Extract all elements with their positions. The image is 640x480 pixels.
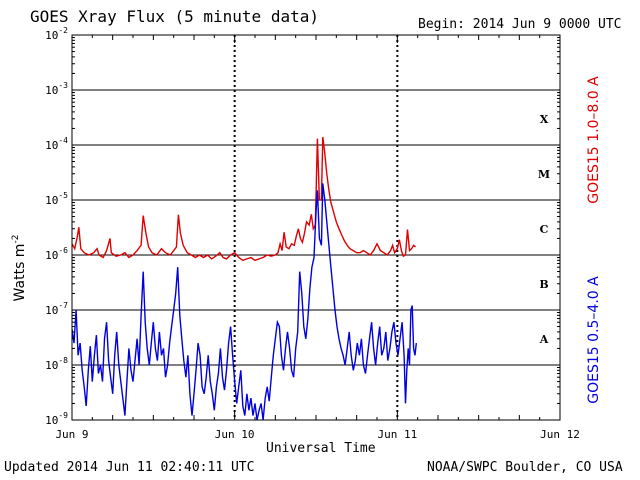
- series-line-short: [72, 183, 417, 420]
- grid-lines: [72, 35, 560, 420]
- x-axis-label: Universal Time: [266, 441, 376, 456]
- y-tick-label: 10-8: [45, 356, 68, 372]
- begin-time: Begin: 2014 Jun 9 0000 UTC: [418, 17, 622, 32]
- y-axis-label: Watts m-2: [11, 235, 28, 302]
- series-line-long: [72, 136, 417, 262]
- updated-time: Updated 2014 Jun 11 02:40:11 UTC: [4, 460, 255, 475]
- series-lines: [72, 136, 417, 420]
- flare-class-X: X: [540, 113, 549, 126]
- y-tick-label: 10-5: [45, 191, 68, 207]
- x-tick-label: Jun 11: [377, 428, 417, 441]
- x-tick-label: Jun 12: [540, 428, 580, 441]
- credit-text: NOAA/SWPC Boulder, CO USA: [427, 460, 623, 475]
- y-tick-labels: 10-9 10-8 10-7 10-6 10-5 10-4 10-3 10-2: [45, 26, 68, 427]
- y-axis-label-base: Watts m: [12, 244, 28, 302]
- y-tick-label: 10-6: [45, 246, 68, 262]
- plot-frame: [71, 34, 561, 421]
- y-tick-label: 10-4: [45, 136, 68, 152]
- y-tick-label: 10-3: [45, 81, 68, 97]
- flare-class-B: B: [539, 278, 548, 291]
- legend: GOES15 1.0–8.0 A GOES15 0.5–4.0 A: [586, 76, 602, 404]
- flare-class-A: A: [539, 333, 549, 346]
- y-tick-label: 10-9: [45, 411, 68, 427]
- axes: [71, 34, 561, 421]
- legend-entry: GOES15 0.5–4.0 A: [586, 276, 602, 404]
- flare-class-labels: A B C M X: [538, 113, 550, 346]
- x-tick-label: Jun 9: [55, 428, 88, 441]
- y-tick-label: 10-7: [45, 301, 68, 317]
- y-tick-label: 10-2: [45, 26, 68, 42]
- x-tick-label: Jun 10: [215, 428, 255, 441]
- legend-entry: GOES15 1.0–8.0 A: [586, 76, 602, 204]
- y-axis-label-exp: -2: [11, 235, 21, 244]
- x-tick-labels: Jun 9 Jun 10 Jun 11 Jun 12: [55, 428, 579, 441]
- chart-title: GOES Xray Flux (5 minute data): [30, 7, 319, 26]
- flare-class-C: C: [540, 223, 549, 236]
- flare-class-M: M: [538, 168, 550, 181]
